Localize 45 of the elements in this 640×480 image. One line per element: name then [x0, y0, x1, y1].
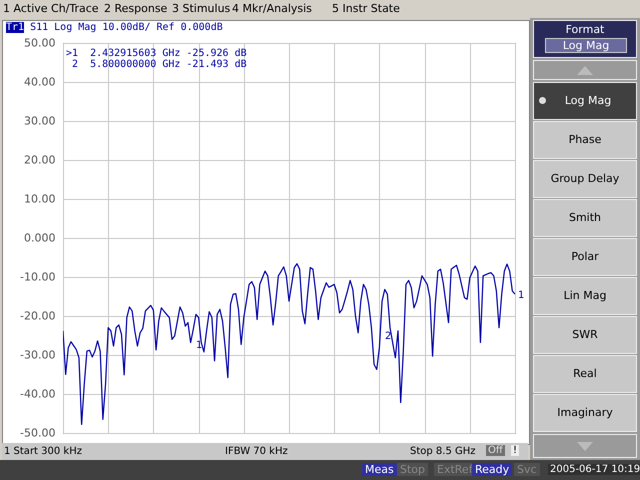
chart-title: Tr1 S11 Log Mag 10.00dB/ Ref 0.000dB: [6, 22, 223, 33]
annotation: 2 5.800000000 GHz -21.493 dB: [71, 59, 247, 70]
text: Meas: [362, 463, 397, 476]
y-tick-label: 0.000: [24, 232, 56, 244]
text: Group Delay: [550, 172, 620, 185]
text: 2005-06-17 10:19: [548, 464, 640, 475]
y-tick-label: 20.00: [24, 154, 56, 166]
text: 2 Response: [104, 2, 168, 15]
text: Log Mag: [545, 38, 627, 53]
text: !: [511, 445, 520, 456]
text: 4 Mkr/Analysis: [232, 2, 312, 15]
line-series: [63, 263, 515, 426]
text: Lin Mag: [562, 289, 608, 302]
text: Smith: [568, 211, 602, 224]
text: 3 Stimulus: [172, 2, 230, 15]
y-tick-label: 10.00: [24, 192, 56, 206]
y-tick-label: -20.00: [20, 310, 56, 322]
y-tick-label: 50.00: [24, 36, 56, 50]
y-tick-label: -30.00: [20, 348, 56, 362]
annotation: 1: [196, 340, 202, 351]
annotation: 2: [385, 331, 392, 342]
text: Polar: [570, 250, 600, 263]
text: Stop: [397, 463, 428, 476]
y-tick-label: -10.00: [20, 270, 56, 284]
text: Stop 8.5 GHz: [410, 446, 476, 457]
text: Off: [486, 445, 505, 456]
text: IFBW 70 kHz: [225, 446, 288, 457]
text: 1 Start 300 kHz: [4, 446, 82, 457]
text: 1 Active Ch/Trace: [3, 2, 99, 15]
y-tick-label: -40.00: [20, 388, 56, 400]
y-tick-label: 30.00: [24, 114, 56, 128]
text: Format: [564, 23, 606, 36]
text: Ready: [472, 463, 512, 476]
text: 5 Instr State: [332, 2, 400, 15]
annotation: >1 2.432915603 GHz -25.926 dB: [66, 48, 247, 59]
text: Imaginary: [556, 406, 614, 419]
y-tick-label: 40.00: [24, 76, 56, 88]
text: 1: [518, 290, 524, 301]
text: ExtRef: [434, 463, 476, 476]
text: Log Mag: [564, 94, 612, 107]
text: SWR: [571, 328, 599, 341]
text: Phase: [568, 133, 602, 146]
text: Svc: [514, 463, 540, 476]
y-tick-label: -50.00: [20, 426, 56, 440]
text: Real: [572, 367, 598, 380]
